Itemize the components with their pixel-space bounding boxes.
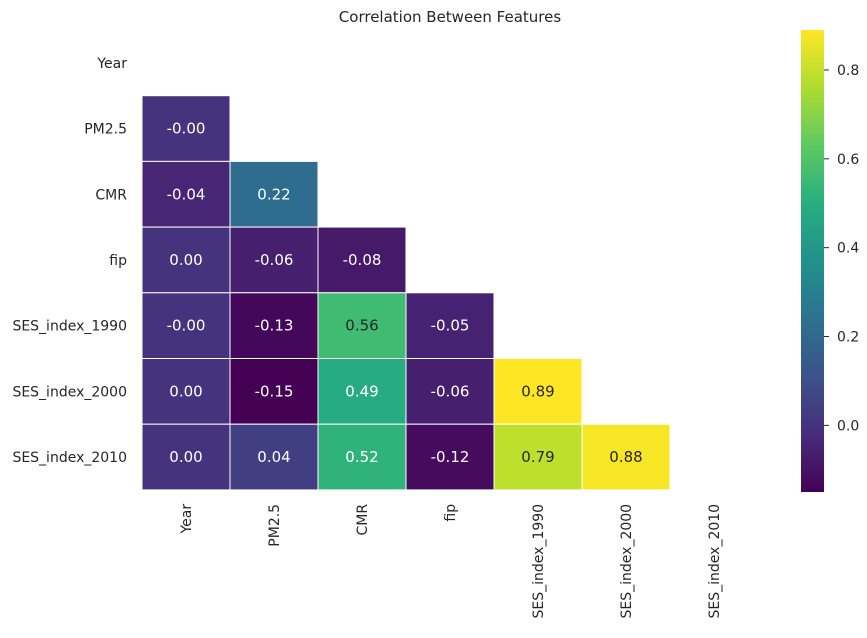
cell-value-label: 0.52 xyxy=(345,448,378,466)
x-tick-label: SES_index_2010 xyxy=(707,504,723,619)
colorbar-tick-label: 0.6 xyxy=(837,152,859,168)
cell-value-label: 0.88 xyxy=(609,448,642,466)
chart-title: Correlation Between Features xyxy=(339,8,562,26)
cell-value-label: 0.00 xyxy=(169,448,202,466)
colorbar-tick-label: 0.4 xyxy=(837,241,859,257)
cell-value-label: 0.00 xyxy=(169,251,202,269)
heatmap-cell xyxy=(141,160,231,228)
heatmap-cell xyxy=(229,292,319,359)
x-tick-label: SES_index_1990 xyxy=(531,504,547,619)
cell-value-label: 0.49 xyxy=(345,382,378,400)
y-tick-label: SES_index_1990 xyxy=(12,319,127,335)
colorbar: 0.0 0.2 0.4 0.6 0.8 xyxy=(801,30,859,492)
cell-value-label: -0.04 xyxy=(167,185,206,203)
heatmap-cell xyxy=(141,95,231,162)
y-tick-label: SES_index_2000 xyxy=(12,384,127,400)
colorbar-tick-label: 0.0 xyxy=(837,418,859,434)
cell-value-label: -0.00 xyxy=(167,120,206,138)
cell-value-label: -0.06 xyxy=(255,251,294,269)
cell-value-label: -0.00 xyxy=(167,317,206,335)
heatmap-cell xyxy=(317,358,407,425)
heatmap-cell xyxy=(141,226,231,294)
heatmap-cell xyxy=(141,423,231,491)
heatmap-cell xyxy=(493,358,583,425)
x-tick-label: Year xyxy=(179,504,195,535)
cell-value-label: -0.15 xyxy=(255,382,294,400)
cell-value-label: 0.79 xyxy=(521,448,554,466)
y-tick-label: SES_index_2010 xyxy=(12,450,127,466)
y-tick-label: CMR xyxy=(95,187,127,203)
heatmap-cell xyxy=(581,423,671,491)
colorbar-tick-label: 0.2 xyxy=(837,330,859,346)
heatmap-cell xyxy=(229,358,319,425)
heatmap-cell xyxy=(405,292,495,359)
heatmap-cell xyxy=(317,423,407,491)
colorbar-gradient xyxy=(801,30,824,492)
cell-value-label: -0.05 xyxy=(431,317,470,335)
cell-value-label: -0.08 xyxy=(343,251,382,269)
cell-value-label: 0.22 xyxy=(257,185,290,203)
heatmap-cell xyxy=(405,423,495,491)
y-tick-label: PM2.5 xyxy=(84,122,127,138)
x-tick-label: CMR xyxy=(355,504,371,536)
heatmap-cell xyxy=(229,423,319,491)
cell-value-label: 0.56 xyxy=(345,317,378,335)
heatmap-cell xyxy=(229,160,319,228)
heatmap-cell xyxy=(493,423,583,491)
cell-value-label: -0.13 xyxy=(255,317,294,335)
x-tick-label: fip xyxy=(443,504,459,522)
cell-value-label: 0.00 xyxy=(169,382,202,400)
y-tick-label: fip xyxy=(109,253,127,269)
heatmap-cell xyxy=(405,358,495,425)
x-tick-labels: Year PM2.5 CMR fip SES_index_1990 SES_index_2… xyxy=(179,504,723,619)
colorbar-tick-label: 0.8 xyxy=(837,63,859,79)
cell-value-label: -0.06 xyxy=(431,382,470,400)
heatmap-cell xyxy=(229,226,319,294)
cell-value-label: 0.89 xyxy=(521,382,554,400)
y-tick-labels: Year PM2.5 CMR fip SES_index_1990 SES_index_2… xyxy=(12,56,127,466)
x-tick-label: SES_index_2000 xyxy=(619,504,635,619)
cell-value-label: -0.12 xyxy=(431,448,470,466)
y-tick-label: Year xyxy=(96,56,127,72)
x-tick-label: PM2.5 xyxy=(267,504,283,547)
heatmap-cell xyxy=(317,226,407,294)
cell-value-label: 0.04 xyxy=(257,448,290,466)
cells-layer: -0.00 -0.04 0.22 0.00 -0.06 -0.08 -0.00 -0.13 0.… xyxy=(141,95,671,491)
